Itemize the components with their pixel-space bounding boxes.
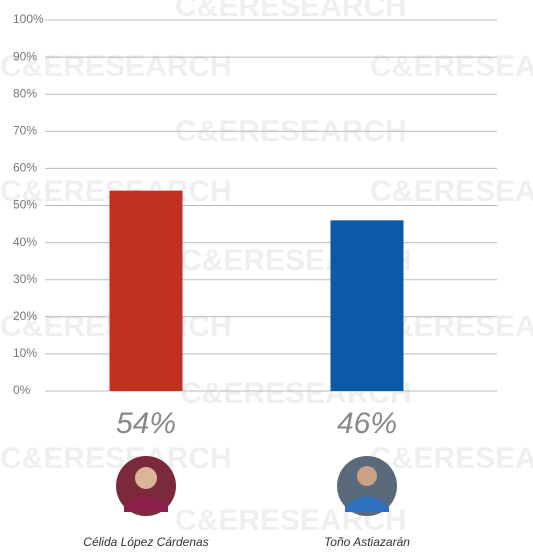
y-tick-label: 40% — [13, 235, 37, 249]
watermark: C&ERESEARCH — [370, 50, 533, 83]
y-tick-label: 70% — [13, 123, 37, 137]
watermark: C&ERESEARCH — [0, 50, 232, 83]
bar — [330, 220, 404, 391]
y-tick-label: 10% — [13, 346, 37, 360]
y-tick-label: 50% — [13, 198, 37, 212]
y-tick-label: 100% — [13, 12, 44, 26]
watermark: C&ERESEARCH — [370, 442, 533, 475]
value-label: 54% — [116, 407, 176, 440]
watermark: C&ERESEARCH — [175, 0, 407, 23]
y-tick-label: 80% — [13, 86, 37, 100]
y-tick-label: 90% — [13, 49, 37, 63]
y-tick-label: 30% — [13, 272, 37, 286]
y-tick-label: 20% — [13, 309, 37, 323]
x-tick-label: Toño Astiazarán — [324, 535, 410, 549]
photo — [337, 456, 397, 516]
y-tick-label: 0% — [13, 383, 31, 397]
value-label: 46% — [337, 407, 397, 440]
bar — [109, 190, 183, 391]
y-tick-label: 60% — [13, 161, 37, 175]
watermark: C&ERESEARCH — [370, 175, 533, 208]
x-tick-label: Célida López Cárdenas — [83, 535, 208, 549]
photo — [116, 456, 176, 516]
watermark: C&ERESEARCH — [0, 442, 232, 475]
